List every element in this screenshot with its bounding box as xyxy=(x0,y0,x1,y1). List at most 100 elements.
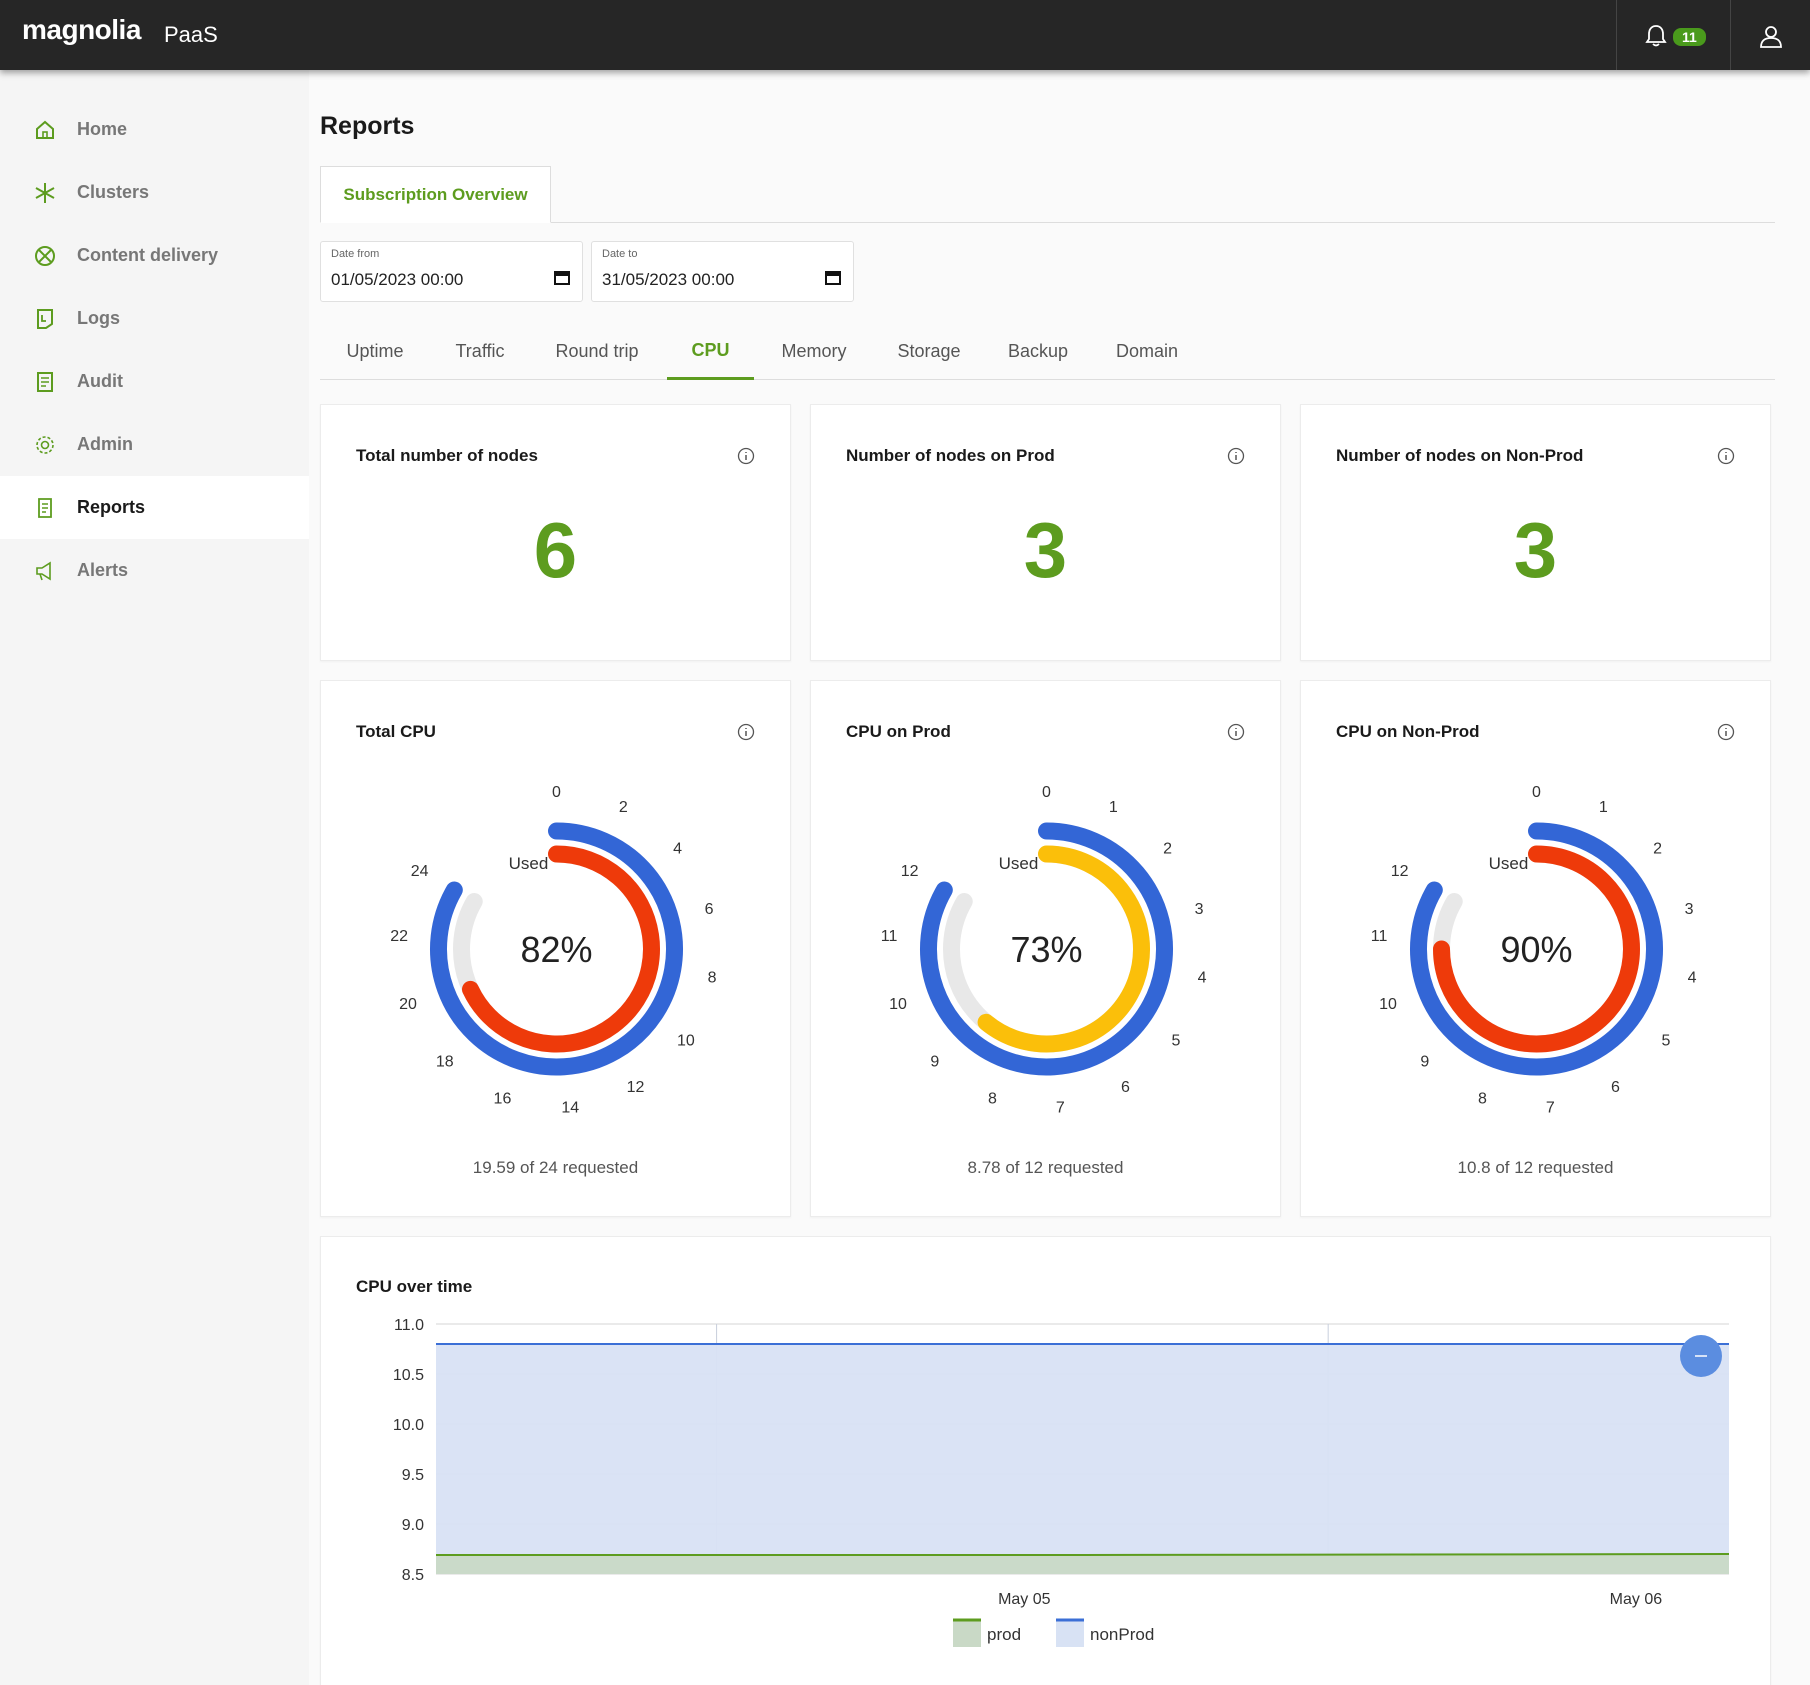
date-to-value[interactable]: 31/05/2023 00:00 xyxy=(602,270,735,289)
gauge-tick-label: 3 xyxy=(1195,901,1204,918)
sidebar-item-label: Reports xyxy=(77,497,146,517)
gauge-tick-label: 16 xyxy=(494,1090,512,1107)
logs-icon xyxy=(37,308,53,329)
info-icon[interactable] xyxy=(1227,447,1245,465)
y-tick-label: 9.5 xyxy=(402,1467,424,1484)
used-label: Used xyxy=(509,854,549,873)
y-tick-label: 10.5 xyxy=(393,1367,424,1384)
sidebar: Home Clusters Content delivery Logs Audi… xyxy=(0,70,309,1685)
used-label: Used xyxy=(999,854,1039,873)
sidebar-item-admin[interactable]: Admin xyxy=(0,413,309,476)
notification-count-badge: 11 xyxy=(1673,28,1706,46)
gauge-tick-label: 2 xyxy=(1163,840,1172,857)
gauge-percent: 82% xyxy=(520,929,592,970)
used-arc xyxy=(1433,845,1640,1053)
gauge-tick-label: 8 xyxy=(988,1090,997,1107)
sidebar-item-label: Audit xyxy=(77,371,123,391)
gauge-tick-label: 12 xyxy=(627,1079,645,1096)
legend-item-nonProd[interactable]: nonProd xyxy=(1056,1618,1154,1647)
card-title: Number of nodes on Prod xyxy=(846,446,1055,465)
gauge-tick-label: 0 xyxy=(1532,784,1541,801)
sidebar-item-clusters[interactable]: Clusters xyxy=(0,161,309,224)
gauge-tick-label: 1 xyxy=(1109,799,1118,816)
tab-storage[interactable]: Storage xyxy=(897,341,961,361)
used-arc xyxy=(461,845,660,1053)
info-icon[interactable] xyxy=(737,723,755,741)
tab-memory[interactable]: Memory xyxy=(781,341,847,361)
node-count-value: 3 xyxy=(1513,506,1558,594)
audit-icon xyxy=(37,371,53,392)
y-tick-label: 10.0 xyxy=(393,1417,424,1434)
magnolia-logo[interactable]: magnolia xyxy=(22,14,141,45)
gauge-tick-label: 12 xyxy=(901,863,919,880)
sidebar-item-logs[interactable]: Logs xyxy=(0,287,309,350)
tab-round-trip[interactable]: Round trip xyxy=(555,341,639,361)
info-icon[interactable] xyxy=(737,447,755,465)
tab-uptime[interactable]: Uptime xyxy=(346,341,404,361)
sidebar-item-label: Content delivery xyxy=(77,245,219,265)
bell-icon xyxy=(1645,25,1667,47)
main-content: Reports Subscription Overview Date from … xyxy=(309,70,1810,1685)
sidebar-item-content-delivery[interactable]: Content delivery xyxy=(0,224,309,287)
gauge-tick-label: 7 xyxy=(1056,1099,1065,1116)
date-from-value[interactable]: 01/05/2023 00:00 xyxy=(331,270,464,289)
sidebar-item-label: Alerts xyxy=(77,560,129,580)
sidebar-item-alerts[interactable]: Alerts xyxy=(0,539,309,602)
tab-subscription-overview[interactable]: Subscription Overview xyxy=(320,166,551,223)
gauge-tick-label: 4 xyxy=(673,840,682,857)
info-icon[interactable] xyxy=(1717,447,1735,465)
calendar-icon[interactable] xyxy=(554,269,570,285)
nonprod-cpu-card: CPU on Non-Prod 0 1 2 3 4 5 6 7 8 9 10 11 12 Used 90% … xyxy=(1300,680,1771,1217)
product-name: PaaS xyxy=(164,22,218,47)
sidebar-item-label: Home xyxy=(77,119,128,139)
sidebar-item-label: Logs xyxy=(77,308,120,328)
card-title: Number of nodes on Non-Prod xyxy=(1336,446,1584,465)
x-tick-label: May 06 xyxy=(1610,1591,1663,1608)
gauge-caption: 8.78 of 12 requested xyxy=(967,1158,1124,1177)
legend-swatch xyxy=(1056,1619,1084,1647)
date-to-field[interactable]: Date to 31/05/2023 00:00 xyxy=(591,241,854,302)
cpu-over-time-chart: 11.0 10.5 10.0 9.5 9.0 8.5 May 05 May 06 prod non… xyxy=(393,1317,1730,1647)
gauge-percent: 73% xyxy=(1010,929,1082,970)
date-to-label: Date to xyxy=(602,248,638,260)
total-nodes-card: Total number of nodes 6 xyxy=(320,404,791,661)
gauge-tick-label: 12 xyxy=(1391,863,1409,880)
sidebar-item-audit[interactable]: Audit xyxy=(0,350,309,413)
sidebar-item-label: Admin xyxy=(77,434,133,454)
info-icon[interactable] xyxy=(1227,723,1245,741)
gauge-caption: 19.59 of 24 requested xyxy=(472,1158,639,1177)
sidebar-item-reports[interactable]: Reports xyxy=(0,476,309,539)
gauge-tick-label: 3 xyxy=(1685,901,1694,918)
gauge-tick-label: 10 xyxy=(1379,996,1397,1013)
tab-cpu[interactable]: CPU xyxy=(667,323,754,380)
chart-title: CPU over time xyxy=(356,1277,473,1296)
legend-label: nonProd xyxy=(1090,1625,1154,1644)
nonprod-nodes-card: Number of nodes on Non-Prod 3 xyxy=(1300,404,1771,661)
sidebar-item-home[interactable]: Home xyxy=(0,98,309,161)
card-title: Total CPU xyxy=(356,722,436,741)
gauge-tick-label: 8 xyxy=(1478,1090,1487,1107)
card-title: Total number of nodes xyxy=(356,446,538,465)
user-menu-button[interactable] xyxy=(1730,0,1810,70)
tab-domain[interactable]: Domain xyxy=(1115,341,1179,361)
notifications-button[interactable]: 11 xyxy=(1616,0,1730,70)
legend-swatch xyxy=(953,1619,981,1647)
gauge-tick-label: 0 xyxy=(552,784,561,801)
gauge-tick-label: 4 xyxy=(1198,969,1207,986)
card-title: CPU on Non-Prod xyxy=(1336,722,1480,741)
requested-arc xyxy=(430,822,683,1076)
info-icon[interactable] xyxy=(1717,723,1735,741)
date-from-label: Date from xyxy=(331,248,380,260)
legend-item-prod[interactable]: prod xyxy=(953,1618,1021,1647)
gauge-tick-label: 1 xyxy=(1599,799,1608,816)
tab-backup[interactable]: Backup xyxy=(1007,341,1069,361)
total-cpu-card: Total CPU 0 2 4 6 8 10 12 14 16 18 20 22 24 Used 82% 1… xyxy=(320,680,791,1217)
tab-traffic[interactable]: Traffic xyxy=(455,341,505,361)
series-area-nonProd xyxy=(436,1344,1729,1574)
calendar-icon[interactable] xyxy=(825,269,841,285)
card-title: CPU on Prod xyxy=(846,722,951,741)
gauge-tick-label: 4 xyxy=(1688,969,1697,986)
date-from-field[interactable]: Date from 01/05/2023 00:00 xyxy=(320,241,583,302)
subtab-divider xyxy=(320,222,1775,223)
